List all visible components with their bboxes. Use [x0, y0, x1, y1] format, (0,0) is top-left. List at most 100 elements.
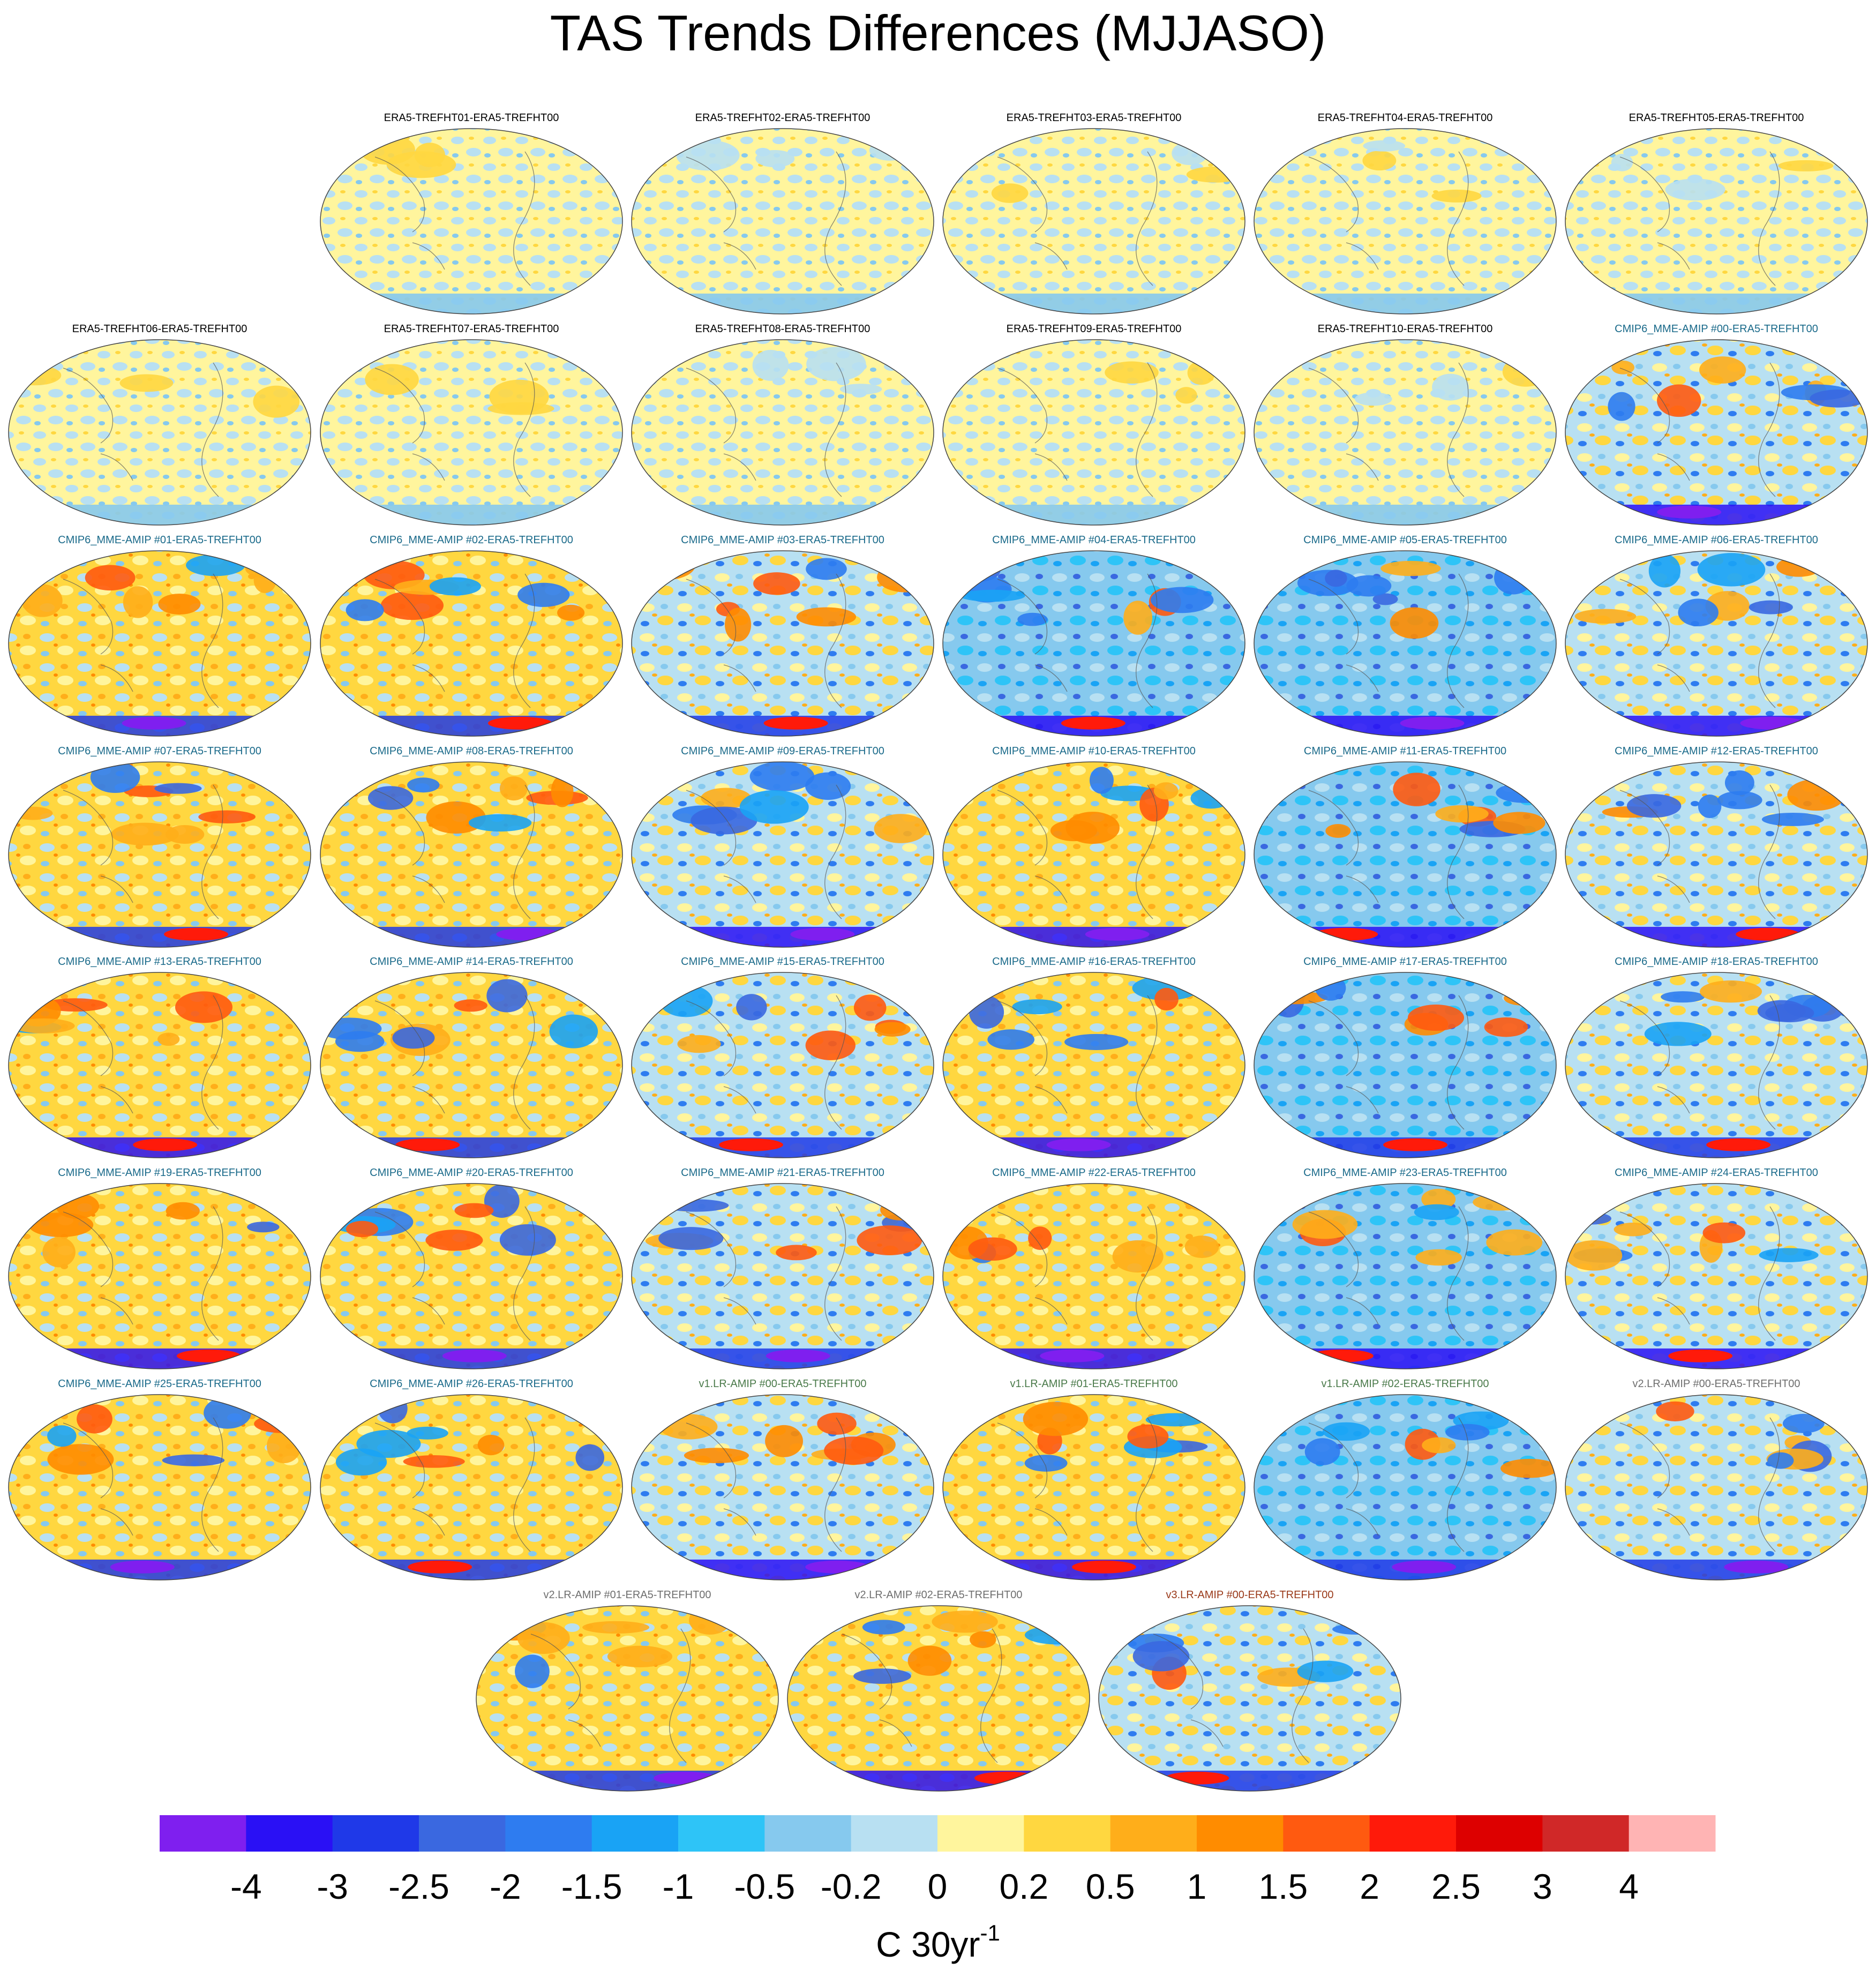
map-panel: CMIP6_MME-AMIP #01-ERA5-TREFHT00: [8, 534, 311, 737]
colorbar-swatch: [851, 1815, 938, 1852]
panel-title: CMIP6_MME-AMIP #23-ERA5-TREFHT00: [1303, 1167, 1507, 1179]
colorbar: -4 -3 -2.5 -2 -1.5 -1 -0.5 -0.2 0 0.2 0.5 1 1.5 2 2.5 3…: [160, 1815, 1716, 1906]
anomaly-blob: [1390, 607, 1439, 639]
panel-title: ERA5-TREFHT02-ERA5-TREFHT00: [695, 112, 871, 124]
anomaly-blob: [1494, 561, 1533, 595]
panel-title: v1.LR-AMIP #00-ERA5-TREFHT00: [699, 1378, 866, 1390]
anomaly-blob: [749, 762, 815, 792]
anomaly-blob: [1724, 1560, 1789, 1574]
antarctic-band: [1254, 293, 1556, 314]
coastline: [1619, 151, 1780, 286]
map-panel: CMIP6_MME-AMIP #12-ERA5-TREFHT00: [1565, 745, 1868, 948]
anomaly-blob: [1724, 770, 1754, 796]
anomaly-blob: [1172, 141, 1208, 166]
map-border: [8, 550, 311, 737]
antarctic-band: [1565, 1559, 1867, 1580]
coastline: [997, 362, 1158, 497]
anomaly-blob: [392, 1027, 435, 1049]
map-border: [942, 972, 1245, 1158]
anomaly-blob: [1496, 782, 1556, 803]
panel-title: CMIP6_MME-AMIP #22-ERA5-TREFHT00: [992, 1167, 1196, 1179]
anomaly-blob: [111, 822, 179, 846]
colorbar-swatch: [1542, 1815, 1630, 1852]
anomaly-blob: [1028, 1226, 1052, 1250]
anomaly-blob: [1767, 1452, 1794, 1469]
anomaly-blob: [663, 1199, 729, 1212]
coastline: [1619, 1417, 1780, 1552]
coastline: [374, 784, 535, 919]
anomaly-blob: [162, 1454, 225, 1466]
anomaly-blob: [776, 1245, 817, 1261]
coastline: [686, 151, 846, 286]
antarctic-band: [9, 926, 311, 947]
anomaly-blob: [607, 1645, 673, 1668]
panel-title: CMIP6_MME-AMIP #14-ERA5-TREFHT00: [370, 956, 573, 968]
map-border: [631, 550, 934, 737]
anomaly-blob: [991, 183, 1029, 203]
antarctic-band: [1254, 1348, 1556, 1369]
map-panel: ERA5-TREFHT02-ERA5-TREFHT00: [631, 112, 934, 314]
panel-title: ERA5-TREFHT09-ERA5-TREFHT00: [1007, 323, 1182, 335]
map-panel: ERA5-TREFHT09-ERA5-TREFHT00: [942, 323, 1245, 526]
map-field: [1565, 1184, 1867, 1369]
map-border: [787, 1605, 1090, 1792]
anomaly-blob: [12, 806, 53, 820]
map-panels: ERA5-TREFHT01-ERA5-TREFHT00 ERA5-TREFHT02…: [8, 112, 1868, 1792]
anomaly-blob: [1190, 788, 1231, 809]
anomaly-blob: [1183, 1188, 1241, 1212]
colorbar-tick-label: 2: [1360, 1867, 1379, 1906]
map-panel: CMIP6_MME-AMIP #02-ERA5-TREFHT00: [320, 534, 623, 737]
map-panel: CMIP6_MME-AMIP #11-ERA5-TREFHT00: [1254, 745, 1557, 948]
anomaly-blob: [1445, 1424, 1490, 1441]
map-border: [8, 339, 311, 526]
anomaly-blob: [1407, 1004, 1465, 1031]
map-border: [631, 128, 934, 314]
anomaly-blob: [1023, 1402, 1089, 1436]
anomaly-blob: [736, 994, 767, 1021]
map-field: [9, 1395, 311, 1580]
map-border: [476, 1605, 779, 1792]
colorbar-tick-label: 2.5: [1431, 1867, 1481, 1906]
anomaly-blob: [1363, 140, 1406, 152]
anomaly-blob: [1665, 178, 1725, 201]
coastline: [686, 995, 846, 1130]
map-border: [942, 128, 1245, 314]
map-border: [1254, 1394, 1557, 1581]
colorbar-swatch: [1024, 1815, 1111, 1852]
coastline: [1619, 995, 1780, 1130]
anomaly-blob: [1165, 1771, 1229, 1785]
panel-title: CMIP6_MME-AMIP #16-ERA5-TREFHT00: [992, 956, 1196, 968]
panel-title: v1.LR-AMIP #02-ERA5-TREFHT00: [1321, 1378, 1489, 1390]
anomaly-blob: [968, 1237, 1017, 1261]
colorbar-swatch: [1283, 1815, 1370, 1852]
map-field: [1565, 340, 1867, 525]
anomaly-blob: [763, 716, 828, 730]
anomaly-blob: [442, 1349, 507, 1362]
map-panel: CMIP6_MME-AMIP #20-ERA5-TREFHT00: [320, 1167, 623, 1369]
panel-title: CMIP6_MME-AMIP #12-ERA5-TREFHT00: [1615, 745, 1818, 757]
panel-title: CMIP6_MME-AMIP #19-ERA5-TREFHT00: [58, 1167, 261, 1179]
anomaly-blob: [407, 777, 440, 793]
map-anomalies: [632, 762, 934, 947]
colorbar-swatch: [591, 1815, 679, 1852]
colorbar-swatch: [937, 1815, 1024, 1852]
anomaly-blob: [515, 1654, 550, 1688]
map-panel: CMIP6_MME-AMIP #04-ERA5-TREFHT00: [942, 534, 1245, 737]
map-border: [320, 972, 623, 1158]
coastline: [63, 362, 223, 497]
map-border: [631, 761, 934, 948]
panel-title: CMIP6_MME-AMIP #01-ERA5-TREFHT00: [58, 534, 261, 546]
colorbar-tick-label: -1: [663, 1867, 694, 1906]
anomaly-blob: [90, 762, 140, 793]
anomaly-blob: [1473, 1194, 1527, 1211]
anomaly-blob: [1778, 160, 1834, 171]
panel-title: CMIP6_MME-AMIP #05-ERA5-TREFHT00: [1303, 534, 1507, 546]
anomaly-blob: [1017, 612, 1048, 626]
anomaly-blob: [175, 991, 232, 1023]
anomaly-blob: [880, 1199, 921, 1220]
colorbar-swatch: [1369, 1815, 1457, 1852]
panel-title: CMIP6_MME-AMIP #02-ERA5-TREFHT00: [370, 534, 573, 546]
map-field: [9, 972, 311, 1158]
antarctic-band: [632, 1137, 934, 1158]
anomaly-blob: [1154, 987, 1179, 1011]
